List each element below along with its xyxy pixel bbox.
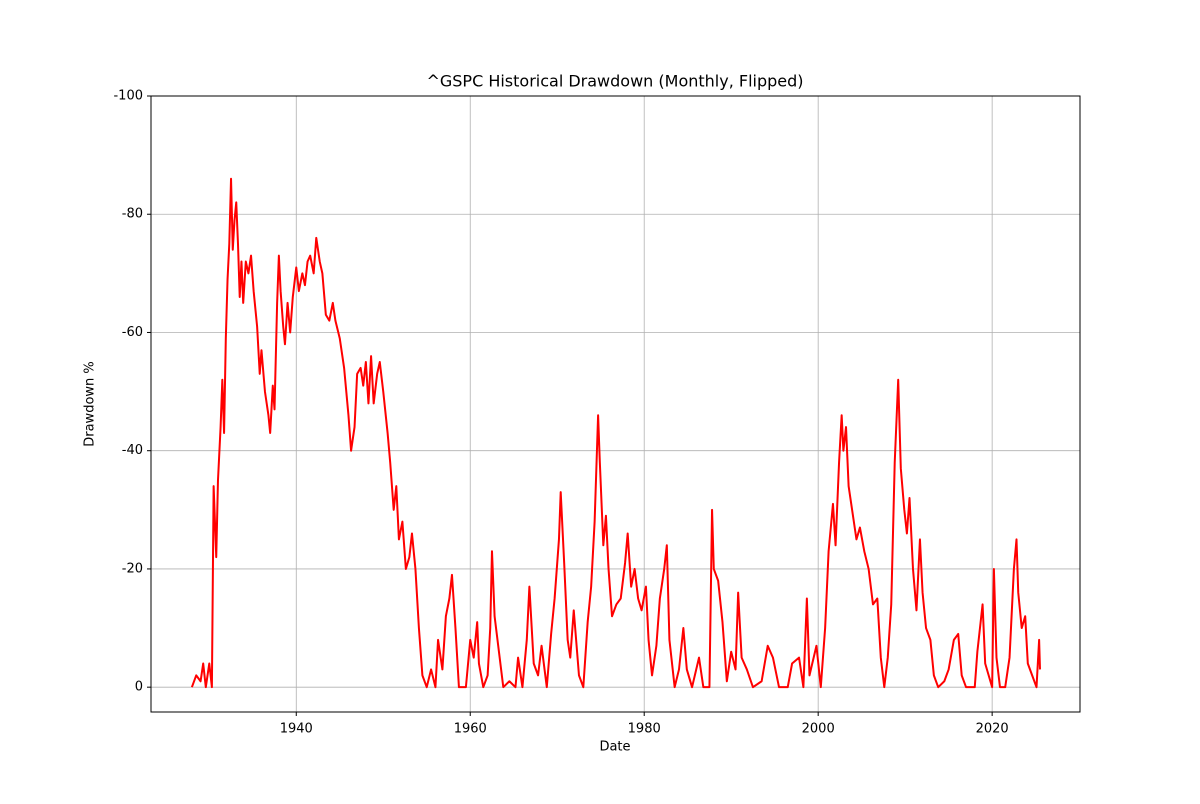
- y-tick-label: -60: [122, 325, 143, 340]
- x-tick-label: 1980: [628, 722, 661, 737]
- x-tick-label: 1940: [280, 722, 313, 737]
- plot-frame: [150, 95, 1081, 713]
- y-tick-label: -100: [113, 89, 143, 104]
- x-tick-label: 2020: [976, 722, 1009, 737]
- x-tick-label: 1960: [454, 722, 487, 737]
- y-tick-label: 0: [135, 680, 143, 695]
- y-tick-label: -40: [122, 443, 143, 458]
- y-tick-label: -20: [122, 561, 143, 576]
- x-tick-label: 2000: [802, 722, 835, 737]
- line-series: [190, 177, 1041, 689]
- x-axis-label: Date: [599, 740, 630, 755]
- y-tick-label: -80: [122, 207, 143, 222]
- y-axis-label: Drawdown %: [83, 361, 98, 447]
- chart-title: ^GSPC Historical Drawdown (Monthly, Flip…: [426, 72, 803, 91]
